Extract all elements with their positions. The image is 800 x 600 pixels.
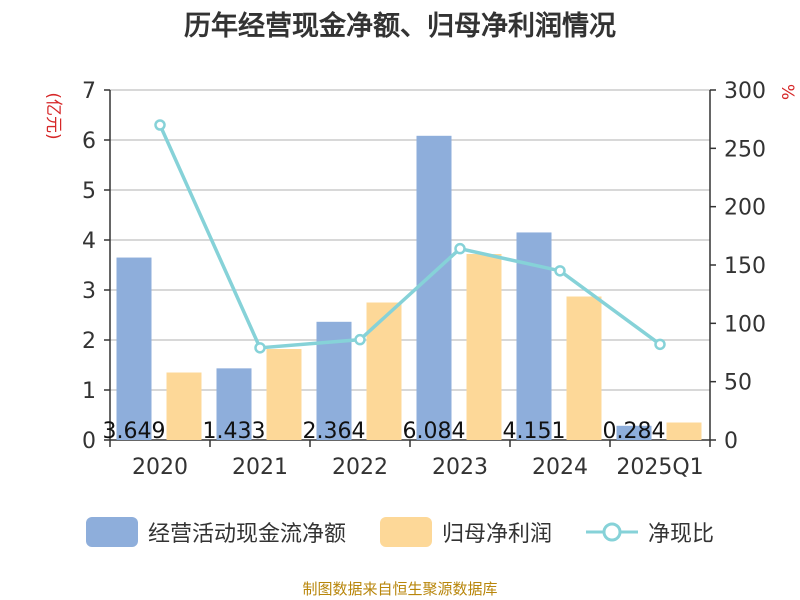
legend-swatch-net-profit (379, 517, 432, 547)
legend-item-net-profit[interactable]: 归母净利润 (379, 516, 552, 548)
point-ratio (154, 119, 166, 131)
x-tick-label: 2022 (332, 455, 388, 480)
legend: 经营活动现金流净额 归母净利润 净现比 (0, 516, 800, 548)
bar-cash-flow (616, 425, 652, 440)
y-left-tick-label: 0 (82, 429, 96, 454)
data-label-cash-flow: 3.649 (103, 419, 166, 444)
bar-net-profit (366, 302, 402, 440)
y-right-tick-label: 300 (724, 79, 766, 104)
data-label-cash-flow: 0.284 (603, 419, 666, 444)
y-right-axis-label: % (777, 84, 797, 100)
data-source-note: 制图数据来自恒生聚源数据库 (302, 580, 498, 598)
y-right-tick-label: 100 (724, 312, 766, 337)
legend-swatch-cash-flow (85, 517, 138, 547)
data-label-cash-flow: 4.151 (503, 419, 566, 444)
line-ratio (158, 124, 662, 350)
x-tick-label: 2025Q1 (616, 455, 703, 480)
data-label-cash-flow: 2.364 (303, 419, 366, 444)
x-tick-label: 2024 (532, 455, 588, 480)
data-label-cash-flow: 1.433 (203, 419, 266, 444)
x-tick-label: 2023 (432, 455, 488, 480)
y-left-tick-label: 6 (82, 129, 96, 154)
legend-item-ratio[interactable]: 净现比 (586, 516, 714, 548)
bar-net-profit (266, 349, 302, 440)
bar-net-profit (666, 422, 702, 440)
x-tick-label: 2020 (132, 455, 188, 480)
chart-title: 历年经营现金净额、归母净利润情况 (184, 11, 616, 42)
y-left-tick-label: 7 (82, 79, 96, 104)
y-right-tick-label: 150 (724, 254, 766, 279)
y-right-tick-label: 200 (724, 196, 766, 221)
legend-item-cash-flow[interactable]: 经营活动现金流净额 (85, 516, 346, 548)
point-ratio (354, 333, 366, 346)
y-right-tick-label: 0 (724, 429, 738, 454)
bar-cash-flow (416, 135, 452, 441)
legend-swatch-ratio (586, 522, 638, 542)
point-ratio (554, 265, 566, 277)
legend-label-net-profit: 归母净利润 (441, 522, 552, 547)
legend-label-ratio: 净现比 (648, 522, 715, 547)
bar-cash-flow (116, 257, 152, 440)
legend-label-cash-flow: 经营活动现金流净额 (147, 522, 346, 547)
y-left-tick-label: 4 (82, 229, 96, 254)
bar-net-profit (566, 296, 602, 440)
point-ratio (454, 242, 466, 255)
bar-net-profit (166, 372, 202, 440)
bar-net-profit (466, 254, 502, 440)
y-right-tick-label: 250 (724, 137, 766, 162)
bar-cash-flow (216, 368, 252, 440)
y-left-tick-label: 2 (82, 329, 96, 354)
y-left-tick-label: 1 (82, 379, 96, 404)
point-ratio (654, 338, 666, 351)
y-left-axis-label: (亿元) (43, 92, 63, 139)
x-tick-label: 2021 (232, 455, 288, 480)
y-left-tick-label: 5 (82, 179, 96, 204)
point-ratio (254, 342, 266, 354)
y-right-tick-label: 50 (724, 371, 752, 396)
y-left-tick-label: 3 (82, 279, 96, 304)
data-label-cash-flow: 6.084 (403, 419, 466, 444)
